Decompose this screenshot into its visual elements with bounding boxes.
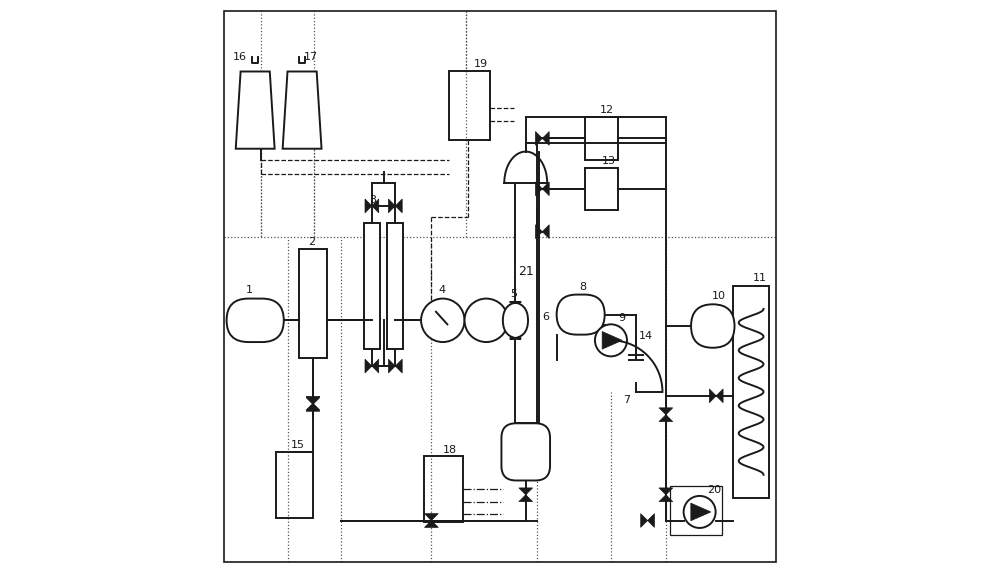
Polygon shape [395, 359, 402, 373]
Circle shape [595, 324, 627, 356]
Text: 4: 4 [438, 285, 445, 295]
Text: 19: 19 [474, 59, 488, 69]
Polygon shape [388, 359, 395, 373]
Text: 18: 18 [443, 445, 457, 455]
Text: 8: 8 [579, 282, 586, 292]
Text: 5: 5 [510, 289, 517, 299]
Polygon shape [306, 398, 320, 404]
Polygon shape [306, 403, 320, 410]
Bar [299, 249, 327, 358]
Text: 17: 17 [304, 52, 318, 62]
Text: 14: 14 [638, 331, 653, 340]
Polygon shape [641, 514, 648, 527]
Polygon shape [535, 182, 542, 196]
Text: 13: 13 [602, 156, 616, 165]
Text: 21: 21 [518, 265, 534, 277]
Polygon shape [542, 225, 549, 239]
Polygon shape [519, 488, 533, 495]
Polygon shape [424, 521, 438, 527]
Text: 20: 20 [707, 485, 721, 495]
Text: 16: 16 [233, 52, 247, 62]
Polygon shape [236, 72, 275, 149]
FancyBboxPatch shape [501, 423, 550, 480]
FancyBboxPatch shape [503, 302, 528, 339]
Bar [585, 168, 618, 210]
Polygon shape [716, 389, 723, 403]
Polygon shape [519, 495, 533, 502]
Polygon shape [709, 389, 716, 403]
Polygon shape [306, 396, 320, 403]
FancyBboxPatch shape [227, 299, 284, 342]
Polygon shape [542, 132, 549, 145]
Polygon shape [388, 199, 395, 213]
Text: 12: 12 [600, 105, 614, 115]
Polygon shape [535, 132, 542, 145]
Text: 10: 10 [712, 291, 726, 301]
Polygon shape [424, 514, 438, 521]
Text: 3: 3 [370, 195, 377, 205]
Bar [515, 183, 537, 423]
Polygon shape [659, 495, 673, 502]
Polygon shape [659, 408, 673, 415]
Polygon shape [648, 514, 654, 527]
Polygon shape [372, 359, 379, 373]
Text: 2: 2 [308, 237, 316, 247]
Polygon shape [283, 72, 322, 149]
Polygon shape [535, 225, 542, 239]
Polygon shape [395, 199, 402, 213]
Bar [387, 223, 403, 349]
Polygon shape [306, 404, 320, 411]
Polygon shape [659, 488, 673, 495]
Text: 1: 1 [245, 285, 252, 295]
Circle shape [684, 496, 716, 528]
Bar [670, 486, 722, 535]
Polygon shape [365, 199, 372, 213]
Polygon shape [372, 199, 379, 213]
FancyBboxPatch shape [691, 304, 735, 348]
Circle shape [465, 299, 508, 342]
Polygon shape [542, 182, 549, 196]
Text: 6: 6 [542, 312, 549, 322]
Circle shape [421, 299, 465, 342]
Text: 15: 15 [291, 440, 305, 450]
Text: 11: 11 [753, 273, 767, 283]
Polygon shape [691, 503, 711, 521]
Polygon shape [659, 415, 673, 422]
Text: 9: 9 [618, 313, 625, 323]
Bar [276, 452, 313, 518]
FancyBboxPatch shape [557, 295, 605, 335]
Bar [449, 72, 490, 140]
Polygon shape [365, 359, 372, 373]
Bar [585, 117, 618, 160]
Bar [364, 223, 380, 349]
Bar [424, 456, 463, 522]
Text: 7: 7 [623, 395, 630, 405]
Bar [733, 286, 769, 498]
Polygon shape [602, 332, 622, 349]
